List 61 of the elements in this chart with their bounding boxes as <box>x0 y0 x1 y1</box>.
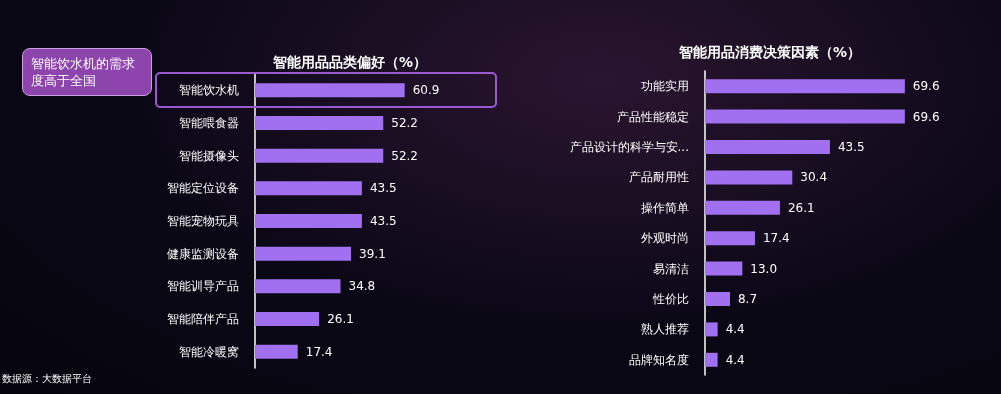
y-tick-label: 智能喂食器 <box>179 116 239 130</box>
bar <box>255 181 362 196</box>
y-tick-label: 智能定位设备 <box>167 181 239 196</box>
bar <box>705 231 755 246</box>
data-label: 17.4 <box>762 231 790 246</box>
bar <box>255 246 352 261</box>
bar <box>705 200 780 215</box>
data-label: 43.5 <box>369 214 397 228</box>
bar <box>705 170 793 185</box>
y-tick-label: 智能饮水机 <box>179 83 239 98</box>
data-label: 4.4 <box>725 352 745 367</box>
data-label: 69.6 <box>912 79 940 94</box>
chart-title: 智能用品消费决策因素（%） <box>677 44 862 60</box>
data-label: 43.5 <box>369 181 397 196</box>
bar <box>255 312 320 326</box>
text: 数据源：大数据平台 <box>2 372 92 386</box>
y-tick-label: 品牌知名度 <box>629 352 689 367</box>
bar <box>255 214 362 228</box>
bar <box>705 140 830 154</box>
y-tick-label: 智能陪伴产品 <box>167 312 239 326</box>
data-label: 17.4 <box>305 344 333 359</box>
data-label: 8.7 <box>737 292 758 306</box>
y-tick-label: 操作简单 <box>641 200 689 215</box>
data-label: 60.9 <box>412 83 440 98</box>
y-tick-label: 产品耐用性 <box>629 170 689 185</box>
y-tick-label: 产品性能稳定 <box>617 109 689 124</box>
y-tick-label: 性价比 <box>652 292 689 306</box>
y-tick-label: 功能实用 <box>641 79 689 94</box>
bar <box>705 322 718 337</box>
data-label: 30.4 <box>800 170 828 185</box>
bar <box>705 79 905 94</box>
data-label: 26.1 <box>327 312 354 326</box>
data-label: 4.4 <box>725 322 745 337</box>
data-label: 39.1 <box>359 246 386 261</box>
bar <box>705 352 718 367</box>
chart-title: 智能用品品类偏好（%） <box>271 54 428 70</box>
text: 智能饮水机的需求度高于全国 <box>22 48 152 97</box>
data-label: 13.0 <box>750 261 778 276</box>
y-tick-label: 智能宠物玩具 <box>167 214 239 228</box>
bar <box>705 109 905 124</box>
y-tick-label: 外观时尚 <box>641 231 689 246</box>
y-tick-label: 健康监测设备 <box>167 246 239 261</box>
y-tick-label: 智能训导产品 <box>167 279 239 294</box>
y-tick-label: 智能摄像头 <box>179 148 239 163</box>
y-tick-label: 产品设计的科学与安... <box>569 140 689 154</box>
data-label: 52.2 <box>391 116 418 130</box>
data-label: 34.8 <box>348 279 376 294</box>
data-label: 69.6 <box>912 109 940 124</box>
bar <box>255 83 405 98</box>
data-label: 52.2 <box>391 148 418 163</box>
y-tick-label: 熟人推荐 <box>641 322 689 337</box>
y-tick-label: 易清洁 <box>653 261 689 276</box>
bar <box>705 261 743 276</box>
y-tick-label: 智能冷暖窝 <box>179 344 239 359</box>
bar <box>255 344 298 359</box>
bar <box>255 279 341 294</box>
bar <box>255 116 384 130</box>
bar <box>705 292 730 306</box>
data-label: 26.1 <box>787 200 815 215</box>
bar <box>255 148 384 163</box>
data-label: 43.5 <box>837 140 865 154</box>
